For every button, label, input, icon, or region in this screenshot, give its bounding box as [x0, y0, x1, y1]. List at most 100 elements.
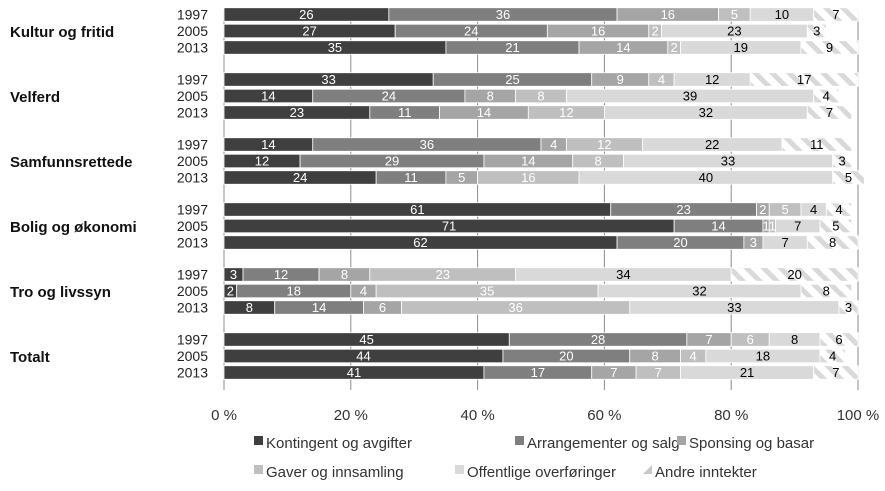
bar-segment — [730, 267, 859, 282]
data-label: 2 — [671, 40, 678, 55]
data-label: 3 — [230, 267, 237, 282]
data-label: 8 — [537, 89, 544, 104]
data-label: 12 — [255, 154, 269, 169]
data-label: 23 — [727, 24, 741, 39]
legend-label: Andre inntekter — [655, 464, 757, 481]
data-label: 44 — [356, 349, 370, 364]
data-label: 9 — [826, 40, 833, 55]
data-label: 4 — [690, 349, 697, 364]
year-label: 2013 — [177, 170, 208, 186]
data-label: 14 — [261, 137, 275, 152]
data-label: 5 — [731, 7, 738, 22]
bar-segment — [806, 105, 853, 120]
bar-segment — [806, 235, 859, 250]
year-label: 1997 — [177, 332, 208, 348]
legend-swatch — [254, 465, 263, 474]
bar-segment — [806, 23, 827, 39]
bar-segment — [813, 88, 840, 104]
data-label: 7 — [832, 365, 839, 380]
data-label: 32 — [699, 105, 713, 120]
data-label: 20 — [673, 235, 687, 250]
x-tick-label: 80 % — [714, 407, 748, 424]
data-label: 40 — [699, 170, 713, 185]
label-area: 0 % 20 % 40 % 60 % 80 % 100 %26 36 16 5 10 7199727… — [10, 7, 879, 425]
data-label: 9 — [617, 72, 624, 87]
year-label: 1997 — [177, 202, 208, 218]
bar-segment — [819, 348, 846, 364]
bar-segment — [819, 332, 859, 347]
year-label: 2005 — [177, 23, 208, 39]
data-label: 3 — [839, 154, 846, 169]
data-label: 1 — [769, 219, 776, 234]
year-label: 1997 — [177, 72, 208, 88]
data-label: 12 — [274, 267, 288, 282]
year-label: 1997 — [177, 267, 208, 283]
data-label: 8 — [652, 349, 659, 364]
data-label: 4 — [658, 72, 665, 87]
year-label: 1997 — [177, 137, 208, 153]
data-label: 5 — [845, 170, 852, 185]
data-label: 26 — [299, 7, 313, 22]
bar-segment — [813, 365, 859, 380]
data-label: 5 — [832, 219, 839, 234]
legend-swatch — [515, 436, 524, 445]
data-label: 21 — [740, 365, 754, 380]
bar-segment — [813, 7, 859, 22]
data-label: 7 — [705, 332, 712, 347]
data-label: 7 — [794, 219, 801, 234]
data-label: 4 — [360, 284, 367, 299]
data-label: 4 — [810, 202, 817, 217]
legend-swatch — [643, 465, 652, 474]
data-label: 4 — [835, 202, 842, 217]
group-label: Velferd — [10, 89, 60, 106]
data-label: 35 — [480, 284, 494, 299]
data-label: 14 — [521, 154, 535, 169]
year-label: 2013 — [177, 365, 208, 381]
data-label: 28 — [591, 332, 605, 347]
data-label: 17 — [531, 365, 545, 380]
data-label: 3 — [813, 24, 820, 39]
data-label: 71 — [442, 219, 456, 234]
legend-label: Gaver og innsamling — [266, 464, 404, 481]
year-label: 2013 — [177, 235, 208, 251]
bar-segment — [800, 40, 859, 55]
legend: Kontingent og avgifter Arrangementer og s… — [254, 435, 814, 481]
group-label: Totalt — [10, 349, 50, 366]
legend-swatch — [254, 436, 263, 445]
data-label: 20 — [559, 349, 573, 364]
legend-swatch — [455, 465, 464, 474]
year-label: 2013 — [177, 105, 208, 121]
legend-label: Offentlige overføringer — [467, 464, 616, 481]
year-label: 2005 — [177, 348, 208, 364]
data-label: 4 — [829, 349, 836, 364]
data-label: 6 — [379, 300, 386, 315]
data-label: 4 — [823, 89, 830, 104]
data-label: 14 — [261, 89, 275, 104]
x-tick-label: 40 % — [460, 407, 494, 424]
x-tick-label: 0 % — [211, 407, 237, 424]
data-label: 16 — [661, 7, 675, 22]
data-label: 12 — [597, 137, 611, 152]
data-label: 7 — [610, 365, 617, 380]
data-label: 10 — [775, 7, 789, 22]
group-label: Tro og livssyn — [10, 284, 111, 301]
bar-segment — [819, 218, 853, 234]
bar-segment — [832, 170, 865, 185]
data-label: 5 — [781, 202, 788, 217]
data-label: 34 — [616, 267, 630, 282]
bar-area — [223, 7, 865, 380]
data-label: 27 — [302, 24, 316, 39]
data-label: 18 — [287, 284, 301, 299]
year-label: 1997 — [177, 7, 208, 23]
data-label: 36 — [496, 7, 510, 22]
data-label: 8 — [487, 89, 494, 104]
data-label: 24 — [464, 24, 478, 39]
legend-label: Arrangementer og salg — [527, 435, 680, 452]
data-label: 39 — [683, 89, 697, 104]
bar-segment — [749, 72, 859, 87]
data-label: 1 — [762, 219, 769, 234]
data-label: 16 — [521, 170, 535, 185]
data-label: 12 — [705, 72, 719, 87]
data-label: 62 — [413, 235, 427, 250]
